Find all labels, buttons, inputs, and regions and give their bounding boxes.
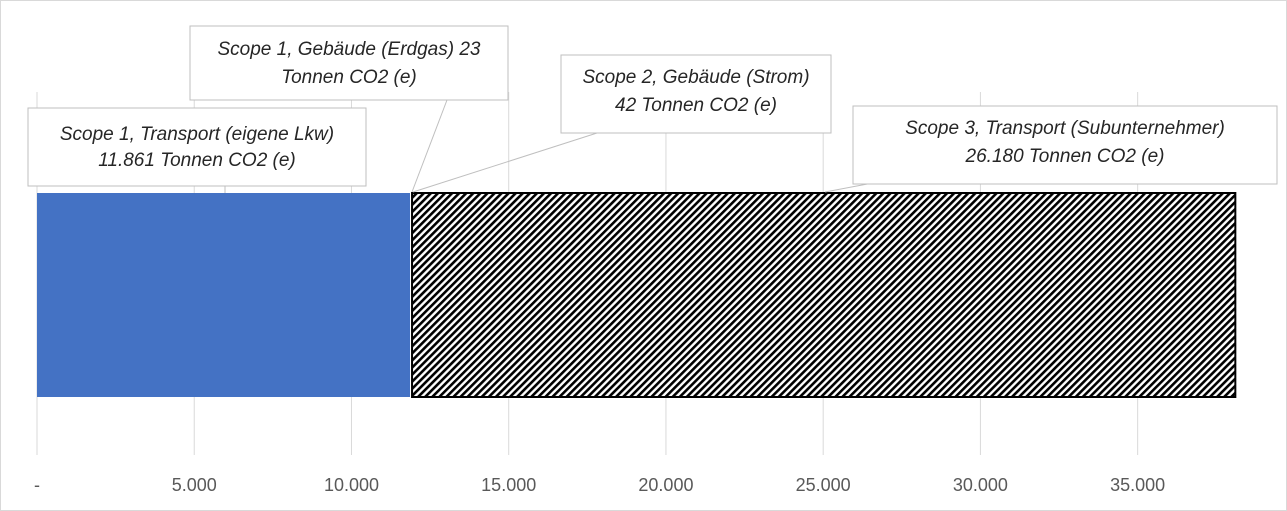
callout-box-1 [27,107,367,187]
callout-2: Scope 1, Gebäude (Erdgas) 23 Tonnen CO2 (… [189,25,509,101]
bar-segments [37,192,1237,398]
x-tick-label-3: 15.000 [481,475,536,495]
callout-1: Scope 1, Transport (eigene Lkw) 11.861 To… [27,107,367,187]
callout-box-3 [560,54,832,134]
bar-segment-4 [411,192,1237,398]
leader-line-2 [411,99,448,193]
callout-1-line-2: 11.861 Tonnen CO2 (e) [98,150,296,171]
x-tick-label-2: 10.000 [324,475,379,495]
callout-2-line-2: Tonnen CO2 (e) [281,67,417,88]
x-tick-label-1: 5.000 [172,475,217,495]
callout-3: Scope 2, Gebäude (Strom) 42 Tonnen CO2 (e… [560,54,832,134]
x-tick-label-0: - [34,475,40,495]
callout-4: Scope 3, Transport (Subunternehmer) 26.18… [852,105,1278,185]
callout-2-line-1: Scope 1, Gebäude (Erdgas) 23 [217,39,480,60]
callout-3-line-1: Scope 2, Gebäude (Strom) [582,67,809,88]
x-tick-label-5: 25.000 [796,475,851,495]
x-axis-tick-labels: - 5.000 10.000 15.000 20.000 25.000 30.000 35.0… [34,475,1165,495]
callout-box-4 [852,105,1278,185]
callout-3-line-2: 42 Tonnen CO2 (e) [615,95,777,116]
callout-box-2 [189,25,509,101]
data-callouts: Scope 1, Transport (eigene Lkw) 11.861 To… [27,25,1278,187]
callout-1-line-1: Scope 1, Transport (eigene Lkw) [60,124,334,145]
x-tick-label-6: 30.000 [953,475,1008,495]
x-tick-label-4: 20.000 [638,475,693,495]
callout-4-line-2: 26.180 Tonnen CO2 (e) [965,146,1165,167]
bar-segment-1 [37,193,410,397]
x-tick-label-7: 35.000 [1110,475,1165,495]
callout-4-line-1: Scope 3, Transport (Subunternehmer) [905,118,1225,139]
leader-line-3 [412,132,598,193]
